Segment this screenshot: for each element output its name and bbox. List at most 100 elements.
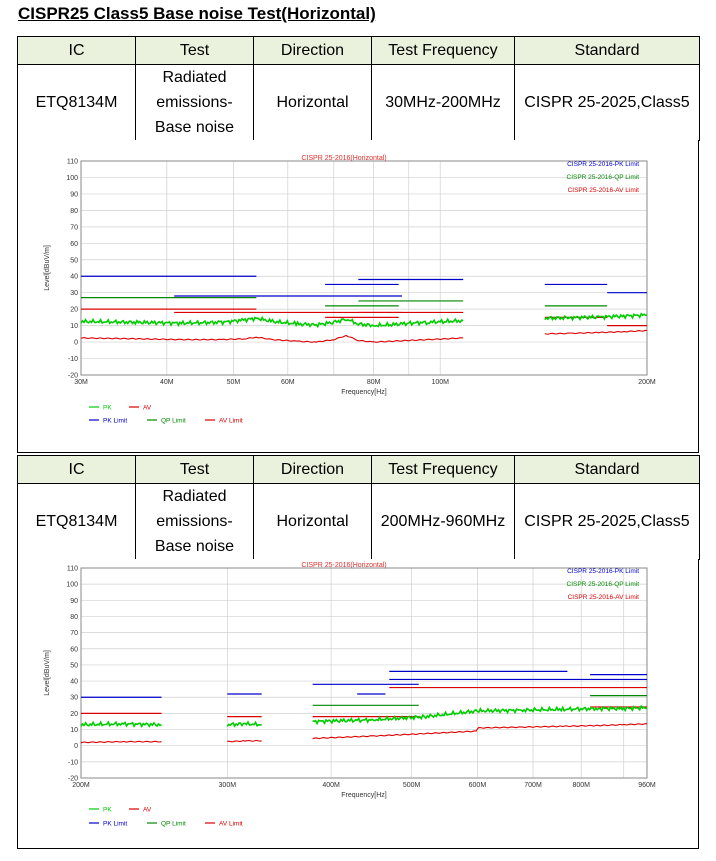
x-tick-label: 200M bbox=[638, 379, 656, 386]
legend-label: AV bbox=[143, 405, 152, 412]
plot-frame bbox=[80, 160, 648, 376]
y-tick-label: -20 bbox=[68, 776, 78, 783]
legend-label: QP Limit bbox=[161, 418, 186, 425]
y-tick-label: 90 bbox=[70, 598, 78, 605]
y-tick-label: 50 bbox=[70, 257, 78, 264]
cell-test-line-1: Radiated bbox=[162, 488, 227, 505]
cell-frequency: 30MHz-200MHz bbox=[371, 64, 515, 141]
av-trace bbox=[227, 739, 262, 743]
y-tick-label: 40 bbox=[70, 274, 78, 281]
legend-limit-entry: CISPR 25-2016-PK Limit bbox=[567, 161, 639, 168]
y-tick-label: 70 bbox=[70, 224, 78, 231]
header-test: Test bbox=[135, 455, 254, 484]
y-axis-label: Level[dBuV/m] bbox=[44, 245, 51, 291]
header-standard: Standard bbox=[514, 36, 700, 65]
legend-label: PK bbox=[103, 405, 112, 412]
chart-panel-1: -20 -10 0 10 20 30 40 50 60 70 80 90 100 110 30M 40M 50M… bbox=[17, 140, 699, 453]
x-axis-label: Frequency[Hz] bbox=[341, 792, 387, 799]
legend-label: AV bbox=[143, 807, 152, 814]
x-tick-label: 200M bbox=[72, 782, 90, 789]
page-title: CISPR25 Class5 Base noise Test(Horizonta… bbox=[18, 4, 376, 23]
cell-ic: ETQ8134M bbox=[17, 64, 136, 141]
header-direction: Direction bbox=[253, 455, 372, 484]
info-table-2: IC Test Direction Test Frequency Standar… bbox=[17, 455, 700, 560]
av-trace bbox=[80, 740, 162, 744]
info-table-1: IC Test Direction Test Frequency Standar… bbox=[17, 36, 700, 141]
cell-frequency: 200MHz-960MHz bbox=[371, 483, 515, 560]
chart-title: CISPR 25-2016(Horizontal) bbox=[301, 155, 386, 162]
table-header-row: IC Test Direction Test Frequency Standar… bbox=[17, 36, 700, 65]
table-row: ETQ8134M Radiated emissions- Base noise … bbox=[17, 483, 700, 560]
y-tick-label: 10 bbox=[70, 727, 78, 734]
cell-test-line-2: emissions- bbox=[156, 94, 233, 111]
cell-direction: Horizontal bbox=[253, 483, 372, 560]
cell-test: Radiated emissions- Base noise bbox=[135, 483, 254, 560]
y-tick-label: 20 bbox=[70, 711, 78, 718]
pk-trace bbox=[80, 315, 464, 329]
x-tick-label: 60M bbox=[281, 379, 295, 386]
y-tick-label: 100 bbox=[66, 582, 78, 589]
pk-trace bbox=[544, 312, 648, 322]
av-trace bbox=[80, 334, 464, 343]
y-tick-label: 20 bbox=[70, 307, 78, 314]
cell-test-line-3: Base noise bbox=[154, 538, 235, 555]
x-tick-label: 700M bbox=[524, 782, 542, 789]
emission-chart-200-960mhz: -20 -10 0 10 20 30 40 50 60 70 80 90 100 110 200M 300M 4… bbox=[44, 562, 656, 828]
y-tick-label: 70 bbox=[70, 630, 78, 637]
chart-title: CISPR 25-2016(Horizontal) bbox=[301, 562, 386, 569]
cell-test: Radiated emissions- Base noise bbox=[135, 64, 254, 141]
x-tick-label: 600M bbox=[469, 782, 487, 789]
x-tick-label: 300M bbox=[219, 782, 237, 789]
pk-trace bbox=[80, 720, 162, 728]
y-tick-label: 80 bbox=[70, 614, 78, 621]
legend-limit-entry: CISPR 25-2016-PK Limit bbox=[567, 568, 639, 575]
y-tick-label: 30 bbox=[70, 290, 78, 297]
y-tick-label: 40 bbox=[70, 679, 78, 686]
header-ic: IC bbox=[17, 36, 136, 65]
legend-limit-entry: CISPR 25-2016-QP Limit bbox=[567, 581, 640, 588]
header-test-frequency: Test Frequency bbox=[371, 36, 515, 65]
table-row: ETQ8134M Radiated emissions- Base noise … bbox=[17, 64, 700, 141]
cell-ic: ETQ8134M bbox=[17, 483, 136, 560]
x-tick-label: 400M bbox=[322, 782, 340, 789]
legend-limit-entry: CISPR 25-2016-AV Limit bbox=[568, 594, 640, 601]
legend-label: AV Limit bbox=[219, 821, 243, 828]
cell-test-line-2: emissions- bbox=[156, 513, 233, 530]
y-tick-label: -20 bbox=[68, 373, 78, 380]
header-test-frequency: Test Frequency bbox=[371, 455, 515, 484]
legend-label: PK bbox=[103, 807, 112, 814]
x-tick-label: 100M bbox=[431, 379, 449, 386]
cell-test-line-1: Radiated bbox=[162, 69, 227, 86]
x-tick-label: 30M bbox=[74, 379, 88, 386]
legend-label: AV Limit bbox=[219, 418, 243, 425]
cell-test-line-3: Base noise bbox=[154, 119, 235, 136]
x-tick-label: 960M bbox=[638, 782, 656, 789]
plot-frame bbox=[80, 567, 648, 779]
y-tick-label: 110 bbox=[67, 566, 78, 573]
header-direction: Direction bbox=[253, 36, 372, 65]
x-tick-label: 500M bbox=[403, 782, 421, 789]
emission-chart-30-200mhz: -20 -10 0 10 20 30 40 50 60 70 80 90 100 110 30M 40M 50M… bbox=[44, 155, 656, 425]
y-tick-label: 30 bbox=[70, 695, 78, 702]
y-tick-label: 50 bbox=[70, 662, 78, 669]
legend-limit-entry: CISPR 25-2016-AV Limit bbox=[568, 187, 640, 194]
legend-limit-entry: CISPR 25-2016-QP Limit bbox=[567, 174, 640, 181]
av-trace bbox=[544, 329, 648, 335]
av-trace bbox=[312, 723, 648, 740]
y-tick-label: 60 bbox=[70, 241, 78, 248]
cell-direction: Horizontal bbox=[253, 64, 372, 141]
pk-trace bbox=[312, 704, 648, 726]
y-axis-label: Level[dBuV/m] bbox=[44, 650, 51, 696]
header-test: Test bbox=[135, 36, 254, 65]
y-tick-label: 110 bbox=[67, 159, 78, 166]
y-tick-label: 60 bbox=[70, 646, 78, 653]
x-tick-label: 800M bbox=[572, 782, 590, 789]
y-tick-label: 10 bbox=[70, 323, 78, 330]
legend-label: PK Limit bbox=[103, 821, 127, 828]
cell-standard: CISPR 25-2025,Class5 bbox=[514, 64, 700, 141]
header-standard: Standard bbox=[514, 455, 700, 484]
y-tick-label: 0 bbox=[74, 340, 78, 347]
pk-trace bbox=[226, 720, 262, 728]
table-header-row: IC Test Direction Test Frequency Standar… bbox=[17, 455, 700, 484]
header-ic: IC bbox=[17, 455, 136, 484]
